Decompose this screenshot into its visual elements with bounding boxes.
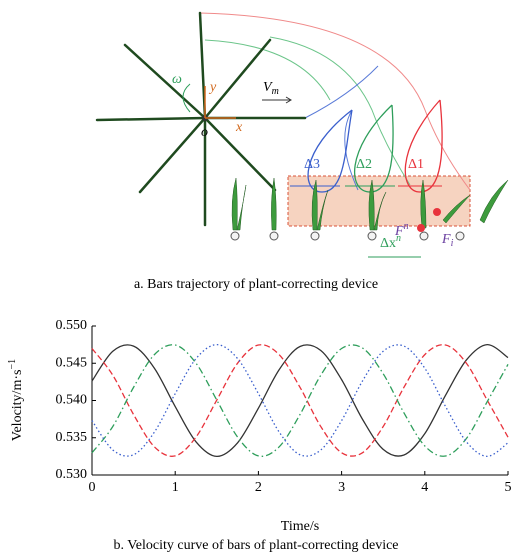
delta1-label: Δ1 — [408, 157, 424, 172]
y-axis-title: Velocity/m·s−1 — [7, 359, 25, 441]
force-point-n — [417, 224, 425, 232]
y-tick-label: 0.530 — [56, 467, 88, 482]
omega-label: ω — [172, 72, 182, 87]
diagram: y x o ω Vm Δ3 Δ2 Δ1 Fn Fi Δxn a. Bars tr… — [95, 11, 509, 292]
force-n-label: Fn — [394, 221, 409, 239]
blue-arc — [304, 65, 379, 191]
red-arc — [199, 12, 471, 191]
omega-arrow — [182, 83, 191, 113]
caption-b: b. Velocity curve of bars of plant-corre… — [113, 538, 398, 553]
y-tick-label: 0.540 — [56, 393, 88, 408]
rotor — [95, 11, 307, 227]
series-line — [91, 343, 509, 458]
series-line — [91, 343, 509, 458]
delta-x-label: Δxn — [380, 233, 401, 251]
series-line — [91, 344, 509, 457]
force-point-i — [433, 208, 441, 216]
force-i-label: Fi — [441, 232, 454, 249]
y-tick-label: 0.550 — [56, 318, 88, 333]
velocity-arrowhead — [285, 96, 292, 104]
x-tick-label: 3 — [338, 480, 345, 495]
plants — [231, 177, 509, 231]
chart: Time/s Velocity/m·s−1 b. Velocity curve … — [7, 318, 511, 553]
y-tick-label: 0.535 — [56, 430, 88, 445]
bulbs — [230, 231, 465, 241]
velocity-label: Vm — [263, 80, 279, 97]
x-axis-title: Time/s — [281, 519, 319, 534]
loop-1 — [404, 99, 443, 193]
caption-a: a. Bars trajectory of plant-correcting d… — [134, 277, 378, 292]
origin-label: o — [201, 125, 208, 140]
series-line — [91, 344, 509, 457]
delta2-label: Δ2 — [356, 157, 372, 172]
x-label: x — [235, 120, 243, 135]
x-tick-label: 5 — [505, 480, 512, 495]
x-tick-label: 2 — [255, 480, 262, 495]
green-arc — [269, 36, 411, 186]
y-label: y — [208, 80, 217, 95]
green-arc-2 — [204, 39, 331, 101]
x-tick-label: 4 — [421, 480, 428, 495]
loop-3 — [307, 109, 353, 193]
x-tick-label: 0 — [89, 480, 96, 495]
y-tick-label: 0.545 — [56, 355, 88, 370]
overlap-region — [287, 175, 471, 227]
delta3-label: Δ3 — [304, 157, 320, 172]
x-tick-label: 1 — [172, 480, 179, 495]
